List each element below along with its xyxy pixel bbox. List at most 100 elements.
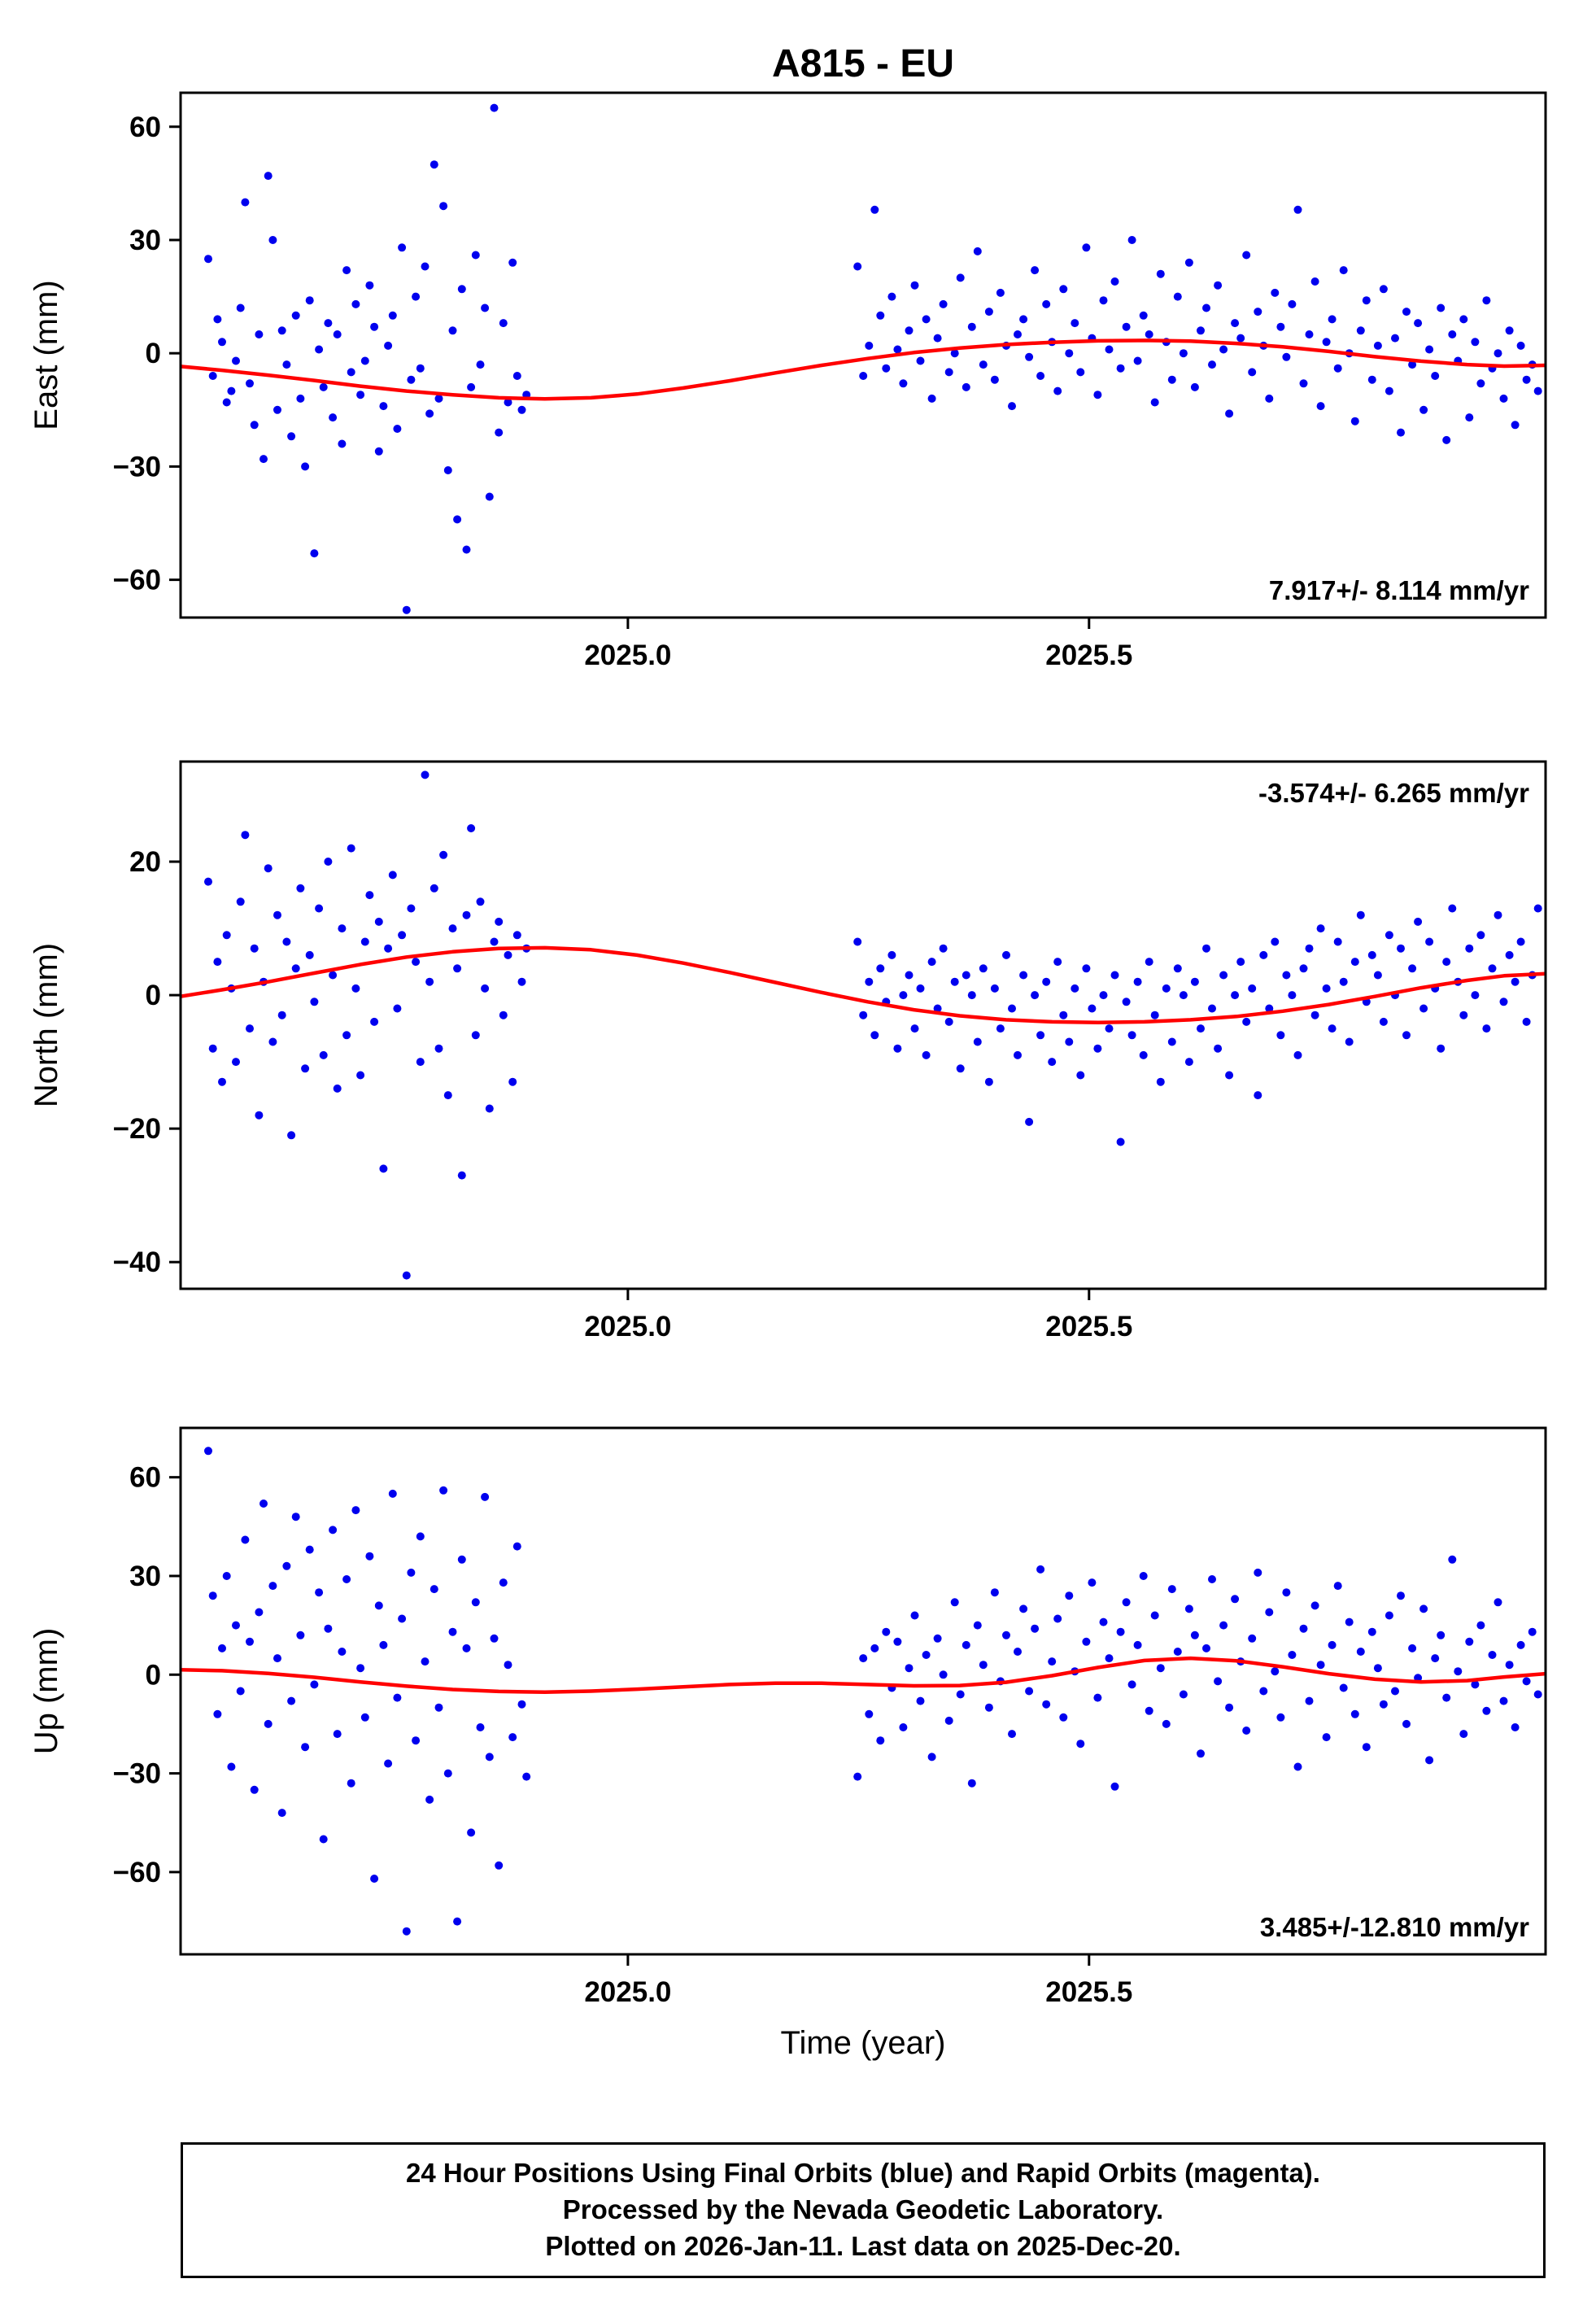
data-point xyxy=(1328,1640,1337,1649)
footer-line-3: Plotted on 2026-Jan-11. Last data on 202… xyxy=(545,2231,1181,2261)
data-point xyxy=(1127,236,1136,244)
data-point xyxy=(398,1614,407,1623)
data-point xyxy=(490,103,499,112)
data-point xyxy=(430,884,438,893)
y-axis-label: Up (mm) xyxy=(28,1628,64,1755)
data-point xyxy=(453,515,462,524)
data-point xyxy=(1516,1640,1525,1649)
data-point xyxy=(1231,319,1240,328)
data-point xyxy=(232,1621,240,1630)
data-point xyxy=(462,910,471,919)
y-tick-label: −40 xyxy=(113,1246,161,1278)
data-point xyxy=(1505,326,1514,335)
data-point xyxy=(1225,1703,1234,1712)
data-point xyxy=(471,1598,480,1607)
data-point xyxy=(1339,266,1348,275)
data-point xyxy=(927,394,936,403)
data-point xyxy=(412,1736,421,1745)
data-point xyxy=(1437,1631,1446,1639)
data-point xyxy=(457,285,466,294)
data-point xyxy=(905,971,914,980)
data-point xyxy=(1099,1617,1108,1626)
data-point xyxy=(1299,1624,1308,1633)
data-point xyxy=(1442,1693,1451,1702)
data-point xyxy=(282,360,291,369)
data-point xyxy=(1465,944,1474,953)
y-axis-label: North (mm) xyxy=(28,943,64,1107)
data-point xyxy=(1242,1727,1251,1735)
data-point xyxy=(1505,1661,1514,1670)
data-point xyxy=(1373,971,1382,980)
data-point xyxy=(1339,977,1348,986)
data-point xyxy=(310,549,319,558)
data-point xyxy=(1145,330,1153,338)
data-point xyxy=(255,1111,264,1120)
data-point xyxy=(865,1709,874,1718)
data-point xyxy=(1008,1730,1016,1739)
data-point xyxy=(374,1601,383,1610)
data-point xyxy=(1173,292,1182,301)
data-point xyxy=(1190,1631,1199,1639)
data-point xyxy=(481,303,490,312)
data-point xyxy=(434,1703,443,1712)
data-point xyxy=(222,1572,231,1580)
data-point xyxy=(1293,1050,1302,1059)
data-point xyxy=(329,971,338,980)
data-point xyxy=(1373,341,1382,350)
data-point xyxy=(421,262,430,271)
data-point xyxy=(1356,1648,1365,1656)
data-point xyxy=(342,1575,351,1583)
data-point xyxy=(984,308,993,317)
data-point xyxy=(1208,1004,1216,1013)
data-point xyxy=(448,1627,457,1636)
data-point xyxy=(1053,1614,1062,1623)
y-tick-label: −20 xyxy=(113,1113,161,1145)
data-point xyxy=(255,1608,264,1617)
data-point xyxy=(315,904,324,913)
data-point xyxy=(250,1785,259,1794)
data-point xyxy=(1499,998,1508,1006)
data-point xyxy=(933,1004,942,1013)
y-tick-label: 0 xyxy=(146,980,161,1011)
panel-frame xyxy=(179,91,1547,619)
data-point xyxy=(301,462,310,471)
data-point xyxy=(370,322,379,331)
data-point xyxy=(1494,910,1502,919)
data-point xyxy=(1362,1743,1371,1752)
fit-line xyxy=(181,338,1546,401)
data-point xyxy=(1310,277,1319,286)
data-point xyxy=(407,1568,416,1577)
data-point xyxy=(1025,1687,1034,1696)
data-point xyxy=(859,1011,868,1019)
data-point xyxy=(324,319,333,328)
data-point xyxy=(1242,251,1251,260)
data-point xyxy=(407,375,416,384)
data-point xyxy=(499,1011,508,1019)
data-point xyxy=(899,1723,908,1731)
footer-note-box: 24 Hour Positions Using Final Orbits (bl… xyxy=(181,2142,1546,2278)
data-point xyxy=(944,1716,953,1725)
data-point xyxy=(1397,1591,1405,1600)
data-point xyxy=(1522,375,1531,384)
data-point xyxy=(1145,958,1153,967)
data-point xyxy=(1082,1637,1091,1646)
data-point xyxy=(899,379,908,388)
data-point xyxy=(338,439,347,448)
data-point xyxy=(1459,1011,1468,1019)
data-point xyxy=(1179,991,1188,1000)
data-point xyxy=(512,1542,521,1551)
data-point xyxy=(956,1690,965,1699)
data-point xyxy=(1305,944,1314,953)
data-point xyxy=(329,413,338,422)
data-point xyxy=(1316,402,1325,411)
data-point xyxy=(1465,1637,1474,1646)
data-point xyxy=(1076,368,1085,377)
data-point xyxy=(1494,349,1502,358)
data-point xyxy=(282,937,291,946)
data-point xyxy=(218,338,226,347)
data-point xyxy=(462,545,471,554)
data-point xyxy=(1499,394,1508,403)
data-point xyxy=(246,1637,254,1646)
data-point xyxy=(1454,1667,1463,1676)
data-point xyxy=(1288,299,1297,308)
